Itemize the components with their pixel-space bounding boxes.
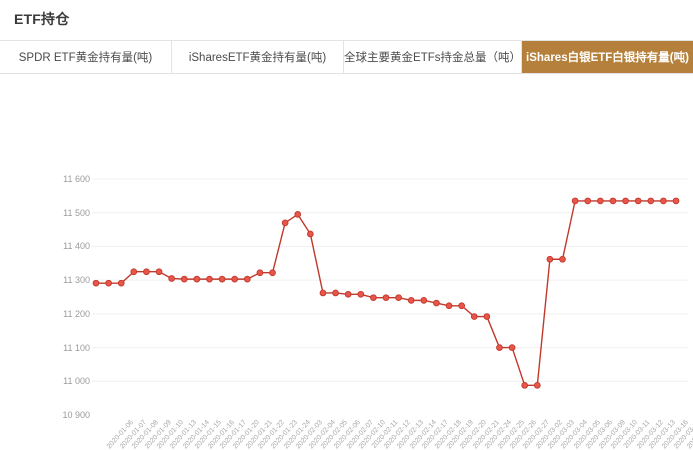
data-point[interactable] [470, 313, 478, 320]
y-tick-label: 11 400 [63, 241, 90, 252]
tab-ishares-silver-etf[interactable]: iShares白银ETF白银持有量(吨) [522, 41, 693, 73]
chart-container: 10 900 11 000 11 100 11 200 11 300 11 400 11 5… [0, 74, 693, 450]
data-point[interactable] [571, 197, 579, 205]
data-point[interactable] [243, 275, 251, 283]
data-point[interactable] [294, 211, 302, 218]
line-chart [92, 178, 688, 389]
tab-label: 全球主要黄金ETFs持金总量（吨） [344, 52, 521, 64]
data-point[interactable] [672, 197, 680, 205]
data-point[interactable] [105, 279, 112, 287]
data-point[interactable] [332, 289, 339, 297]
data-point[interactable] [206, 275, 213, 283]
y-tick-label: 11 600 [63, 174, 90, 184]
data-point[interactable] [357, 290, 365, 298]
data-point[interactable] [168, 275, 176, 282]
data-point[interactable] [458, 302, 466, 310]
tab-bar: SPDR ETF黄金持有量(吨) iSharesETF黄金持有量(吨) 全球主要… [0, 40, 693, 74]
data-point[interactable] [496, 344, 503, 351]
data-point[interactable] [395, 294, 402, 302]
data-point[interactable] [609, 197, 617, 205]
data-point[interactable] [622, 197, 629, 205]
data-point[interactable] [559, 255, 566, 263]
data-point[interactable] [420, 297, 428, 304]
data-point[interactable] [584, 197, 592, 205]
y-tick-label: 10 900 [62, 410, 90, 420]
tab-spdr-etf-gold[interactable]: SPDR ETF黄金持有量(吨) [0, 41, 173, 73]
data-point[interactable] [634, 197, 642, 205]
tab-label: iSharesETF黄金持有量(吨) [188, 52, 327, 64]
data-point[interactable] [180, 275, 188, 283]
tab-global-gold-etfs-total[interactable]: 全球主要黄金ETFs持金总量（吨） [344, 41, 522, 73]
page-title: ETF持仓 [14, 11, 70, 27]
data-point[interactable] [382, 294, 390, 302]
data-point[interactable] [319, 289, 327, 297]
data-point[interactable] [155, 268, 163, 276]
y-tick-label: 11 300 [63, 275, 90, 286]
data-point[interactable] [370, 294, 377, 302]
data-point[interactable] [143, 268, 150, 276]
data-point[interactable] [231, 275, 239, 283]
data-point[interactable] [508, 344, 516, 351]
data-point[interactable] [117, 279, 125, 287]
data-point[interactable] [92, 279, 100, 287]
tab-label: iShares白银ETF白银持有量(吨) [526, 52, 689, 64]
y-tick-label: 11 000 [63, 376, 90, 387]
data-point[interactable] [445, 302, 453, 310]
data-point[interactable] [306, 230, 314, 238]
data-point[interactable] [281, 219, 289, 227]
data-point[interactable] [483, 313, 491, 320]
data-point[interactable] [256, 269, 264, 277]
y-tick-label: 11 500 [63, 207, 90, 218]
data-point[interactable] [130, 268, 138, 276]
tab-label: SPDR ETF黄金持有量(吨) [18, 52, 153, 64]
tab-ishares-etf-gold[interactable]: iSharesETF黄金持有量(吨) [172, 41, 345, 73]
data-point[interactable] [596, 197, 604, 205]
data-point[interactable] [546, 255, 554, 263]
data-point[interactable] [344, 290, 352, 298]
data-point[interactable] [647, 197, 655, 205]
y-tick-label: 11 200 [63, 308, 90, 319]
data-point[interactable] [433, 299, 440, 307]
data-point[interactable] [533, 381, 541, 389]
data-point[interactable] [407, 297, 415, 304]
data-point[interactable] [269, 269, 276, 277]
data-point[interactable] [193, 275, 201, 283]
data-point[interactable] [521, 381, 529, 389]
data-point[interactable] [218, 275, 226, 283]
data-point[interactable] [660, 197, 667, 205]
y-tick-label: 11 100 [63, 342, 90, 353]
data-line [96, 200, 676, 387]
